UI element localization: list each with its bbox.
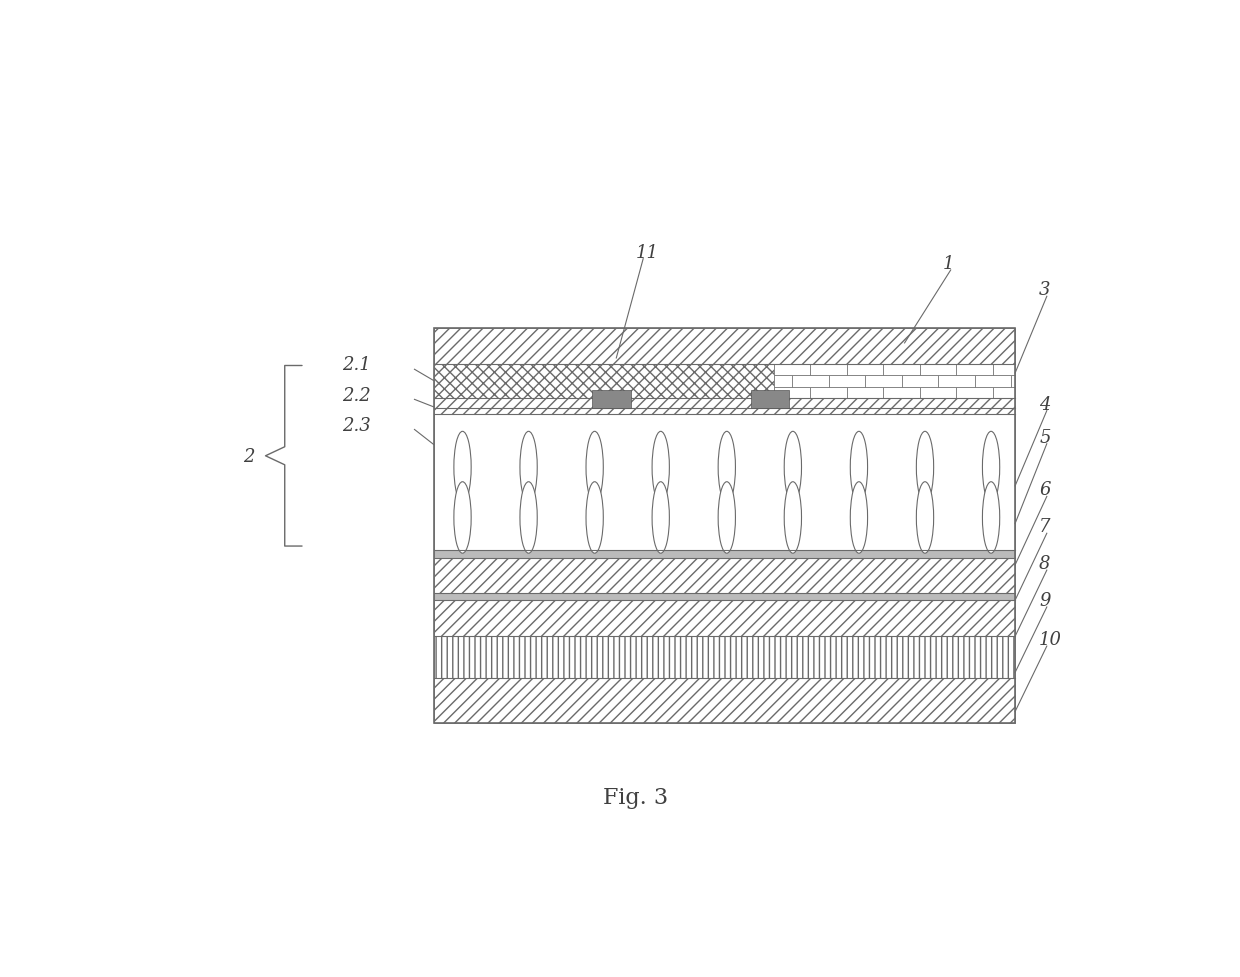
Bar <box>810 364 847 375</box>
Ellipse shape <box>784 482 801 553</box>
Text: 2.3: 2.3 <box>342 416 371 435</box>
Bar <box>883 364 920 375</box>
Bar <box>939 375 975 387</box>
Ellipse shape <box>916 482 934 553</box>
Bar <box>593 390 631 407</box>
Bar <box>975 375 1011 387</box>
Bar <box>956 364 993 375</box>
Bar <box>920 387 956 398</box>
Bar <box>866 375 901 387</box>
Ellipse shape <box>784 431 801 503</box>
Ellipse shape <box>652 482 670 553</box>
Text: 3: 3 <box>1039 281 1050 299</box>
Bar <box>434 364 774 398</box>
Bar <box>434 593 1016 600</box>
Ellipse shape <box>454 431 471 503</box>
Ellipse shape <box>520 482 537 553</box>
Text: 4: 4 <box>1039 396 1050 413</box>
Bar <box>847 387 883 398</box>
Text: 9: 9 <box>1039 592 1050 610</box>
Ellipse shape <box>652 431 670 503</box>
Bar <box>774 387 810 398</box>
Bar <box>434 328 1016 723</box>
Bar <box>993 387 1016 398</box>
Bar <box>993 364 1016 375</box>
Bar <box>883 387 920 398</box>
Ellipse shape <box>851 431 868 503</box>
Ellipse shape <box>982 431 999 503</box>
Text: 11: 11 <box>635 243 658 262</box>
Bar <box>810 387 847 398</box>
Ellipse shape <box>454 482 471 553</box>
Bar <box>847 364 883 375</box>
Bar <box>751 390 790 407</box>
Ellipse shape <box>982 482 999 553</box>
Bar <box>434 413 1016 550</box>
Bar <box>434 678 1016 723</box>
Bar <box>792 375 828 387</box>
Ellipse shape <box>916 431 934 503</box>
Bar <box>434 407 1016 413</box>
Text: 2.2: 2.2 <box>342 387 371 404</box>
Bar <box>828 375 866 387</box>
Bar <box>434 600 1016 636</box>
Text: 5: 5 <box>1039 429 1050 446</box>
Bar <box>956 387 993 398</box>
Ellipse shape <box>718 482 735 553</box>
Ellipse shape <box>851 482 868 553</box>
Text: 6: 6 <box>1039 482 1050 499</box>
Ellipse shape <box>520 431 537 503</box>
Bar <box>1011 375 1016 387</box>
Text: 2: 2 <box>243 448 255 466</box>
Text: 10: 10 <box>1039 631 1063 649</box>
Bar <box>901 375 939 387</box>
Bar <box>434 550 1016 558</box>
Text: 7: 7 <box>1039 518 1050 536</box>
Text: Fig. 3: Fig. 3 <box>603 787 668 809</box>
Bar <box>774 375 792 387</box>
Bar <box>774 364 810 375</box>
Bar <box>434 328 1016 364</box>
Bar <box>434 636 1016 678</box>
Bar <box>920 364 956 375</box>
Ellipse shape <box>587 431 604 503</box>
Text: 1: 1 <box>942 255 955 273</box>
Bar <box>434 558 1016 593</box>
Ellipse shape <box>718 431 735 503</box>
Text: 2.1: 2.1 <box>342 357 371 374</box>
Text: 8: 8 <box>1039 555 1050 573</box>
Ellipse shape <box>587 482 604 553</box>
Bar <box>434 398 1016 407</box>
